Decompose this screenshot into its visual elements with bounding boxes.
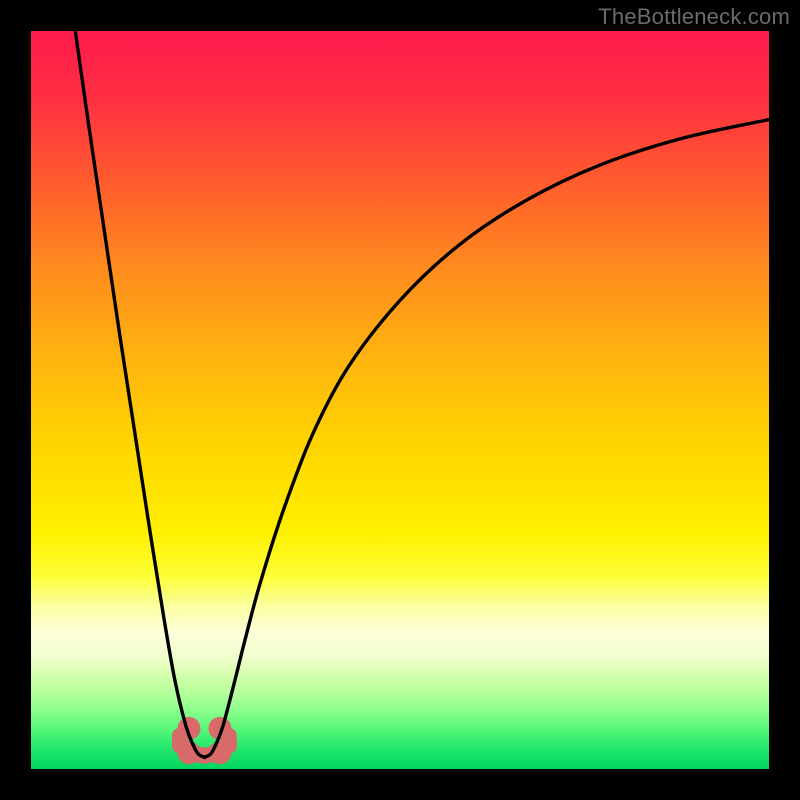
watermark-text: TheBottleneck.com <box>588 0 800 32</box>
chart-stage: TheBottleneck.com <box>0 0 800 800</box>
gradient-background <box>31 31 769 769</box>
bottleneck-chart <box>0 0 800 800</box>
